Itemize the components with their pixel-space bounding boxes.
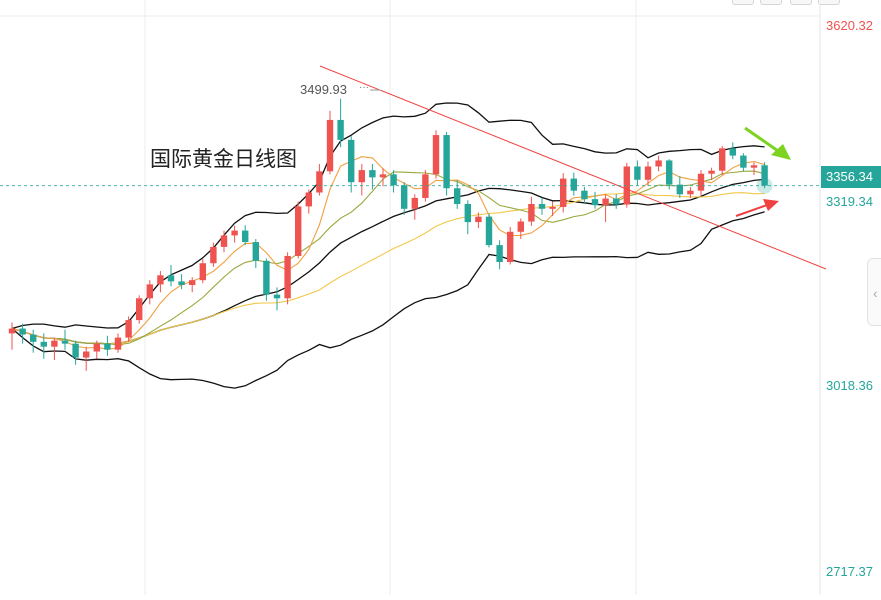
candle-body (528, 203, 535, 222)
candle-body (644, 166, 652, 180)
candle-body (687, 190, 694, 195)
candle-body (719, 148, 726, 171)
candle-body (337, 119, 344, 140)
candle-body (167, 275, 175, 282)
candle-body (443, 135, 450, 189)
candle-body (369, 170, 376, 178)
candle-body (231, 230, 238, 236)
candle-body (19, 328, 26, 335)
candle-body (634, 166, 641, 180)
candle-body (411, 197, 418, 209)
candle-body (740, 155, 747, 168)
candle-body (93, 343, 100, 352)
moving-average-mid (11, 170, 765, 346)
current-price-marker (756, 177, 773, 194)
candle-body (485, 216, 493, 246)
candle-body (348, 139, 355, 183)
candle-body (517, 221, 524, 232)
candle-body (273, 294, 281, 299)
candle-body (61, 340, 69, 344)
candle-body (72, 343, 79, 358)
candle-body (475, 216, 482, 223)
candle-body (432, 135, 440, 175)
toolbar-button-3[interactable] (790, 0, 812, 5)
candle-body (252, 242, 259, 261)
current-price-tag: 3356.34 (821, 166, 881, 188)
candle-body (570, 178, 577, 191)
candle-body (30, 334, 37, 342)
candle-body (157, 275, 164, 285)
candle-body (51, 340, 58, 347)
candle-body (316, 171, 323, 193)
candle-body (40, 341, 47, 347)
candle-body (697, 173, 705, 191)
toolbar-button-2[interactable] (760, 0, 782, 5)
bollinger-lower-band (11, 211, 765, 389)
toolbar-button-1[interactable] (732, 0, 754, 5)
peak-label-dots: ··· (359, 82, 369, 93)
moving-average-fast (11, 156, 765, 350)
candle-body (454, 188, 461, 204)
candle-body (242, 230, 249, 243)
candle-body (8, 328, 16, 334)
candle-body (178, 281, 185, 285)
candle-body (104, 343, 111, 350)
candle-body (125, 320, 132, 338)
candle-body (666, 160, 673, 185)
candle-body (284, 255, 291, 299)
trendline (319, 65, 827, 270)
candle-body (189, 280, 196, 285)
candle-body (83, 351, 90, 358)
candle-body (220, 235, 228, 247)
candle-body (305, 192, 312, 207)
candle-body (729, 148, 736, 156)
arrow-down-shaft (744, 126, 782, 155)
candle-body (496, 245, 503, 263)
price-axis-label-bottom: 2717.37 (826, 564, 873, 579)
candle-body (326, 119, 334, 172)
candle-body (602, 198, 609, 206)
candle-body (750, 165, 758, 168)
price-axis-label-3: 3018.36 (826, 378, 873, 393)
candle-body (295, 206, 302, 256)
candle-body (199, 263, 206, 281)
toolbar-button-4[interactable] (818, 0, 840, 5)
arrow-up-head (763, 199, 779, 211)
peak-price-label: 3499.93 (300, 82, 347, 97)
candle-body (114, 337, 122, 350)
candle-body (676, 184, 683, 195)
candle-body (549, 206, 556, 209)
candle-body (581, 190, 588, 200)
arrow-up-shaft (735, 204, 768, 217)
candle-body (591, 199, 599, 206)
chart-title: 国际黄金日线图 (150, 147, 297, 171)
chevron-left-icon: ‹ (873, 285, 878, 301)
candle-body (422, 174, 429, 198)
candle-body (136, 298, 143, 321)
bollinger-middle-band (11, 178, 765, 345)
candle-body (263, 260, 270, 295)
arrow-down-head (771, 144, 791, 160)
candle-body (538, 203, 546, 209)
candle-body (379, 174, 387, 178)
bollinger-upper-band (11, 102, 765, 330)
candle-body (708, 170, 715, 174)
price-axis-label-2: 3319.34 (826, 194, 873, 209)
candle-body (210, 246, 217, 264)
candle-body (358, 170, 365, 183)
candle-body (390, 174, 397, 186)
candle-body (613, 198, 620, 205)
price-axis-label-top: 3620.32 (826, 18, 873, 33)
candle-body (507, 231, 514, 263)
candle-body (560, 178, 567, 207)
candle-body (655, 160, 662, 167)
candle-body (401, 185, 408, 209)
candle-body (761, 165, 768, 186)
side-panel-toggle[interactable]: ‹ (867, 258, 881, 326)
candle-body (146, 284, 153, 299)
candle-body (464, 203, 471, 223)
